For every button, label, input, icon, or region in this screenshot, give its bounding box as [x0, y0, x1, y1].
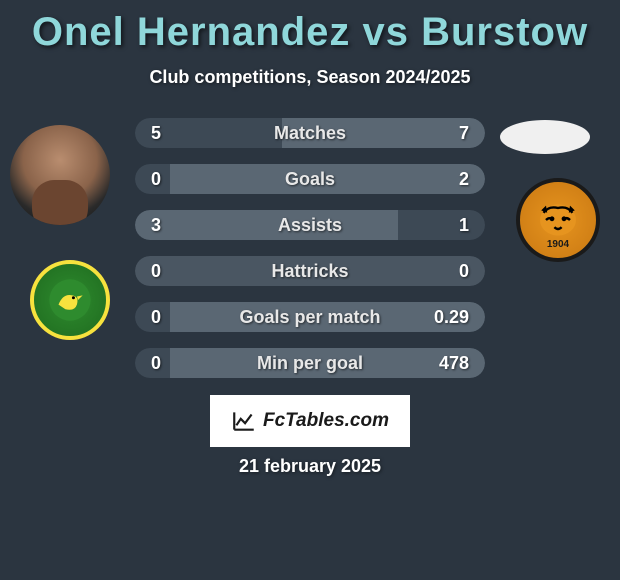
stat-value-left: 0 [151, 256, 161, 286]
stat-value-right: 0 [459, 256, 469, 286]
stat-label: Matches [135, 118, 485, 148]
stat-label: Hattricks [135, 256, 485, 286]
player-left-avatar [10, 125, 110, 225]
canary-icon [47, 277, 93, 323]
club-left-crest [30, 260, 110, 340]
club-right-crest: 1904 [516, 178, 600, 262]
watermark: FcTables.com [210, 395, 410, 447]
stat-label: Goals [135, 164, 485, 194]
club-right-year: 1904 [547, 239, 569, 250]
page-title: Onel Hernandez vs Burstow [0, 0, 620, 55]
stat-value-left: 3 [151, 210, 161, 240]
stat-row: Goals0 2 [135, 164, 485, 194]
stat-value-right: 7 [459, 118, 469, 148]
stat-value-right: 478 [439, 348, 469, 378]
stat-label: Goals per match [135, 302, 485, 332]
stat-label: Assists [135, 210, 485, 240]
stat-row: Goals per match0 0.29 [135, 302, 485, 332]
stat-row: Matches5 7 [135, 118, 485, 148]
stat-value-right: 0.29 [434, 302, 469, 332]
stat-row: Min per goal0 478 [135, 348, 485, 378]
stat-value-right: 1 [459, 210, 469, 240]
stat-row: Hattricks0 0 [135, 256, 485, 286]
date-label: 21 february 2025 [0, 456, 620, 477]
stat-row: Assists3 1 [135, 210, 485, 240]
stats-panel: Matches57Goals02Assists31Hattricks00Goal… [135, 118, 485, 394]
subtitle: Club competitions, Season 2024/2025 [0, 67, 620, 88]
stat-value-right: 2 [459, 164, 469, 194]
stat-value-left: 0 [151, 302, 161, 332]
stat-value-left: 5 [151, 118, 161, 148]
player-right-avatar [500, 120, 590, 154]
watermark-text: FcTables.com [263, 410, 389, 432]
stat-label: Min per goal [135, 348, 485, 378]
tiger-icon [534, 196, 582, 244]
stat-value-left: 0 [151, 164, 161, 194]
stat-value-left: 0 [151, 348, 161, 378]
chart-icon [231, 408, 257, 434]
